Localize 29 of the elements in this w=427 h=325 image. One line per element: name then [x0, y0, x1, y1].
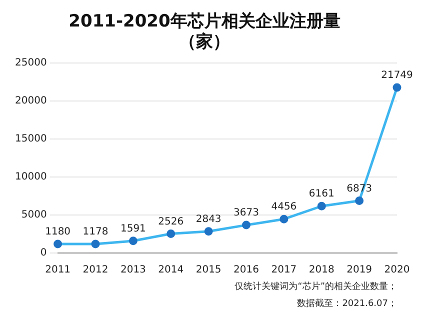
x-tick-label: 2012	[82, 264, 108, 276]
x-tick-label: 2019	[346, 264, 372, 276]
data-label: 2843	[196, 214, 222, 225]
y-tick-label: 15000	[15, 133, 47, 144]
x-tick-label: 2011	[45, 264, 71, 276]
text: 数据截至：2021.6.07；	[297, 298, 397, 309]
x-tick-label: 2015	[196, 264, 222, 276]
x-tick-label: 2013	[120, 264, 146, 276]
x-tick-label: 2020	[384, 264, 410, 276]
data-label: 6161	[308, 188, 334, 200]
data-label: 2526	[158, 216, 184, 228]
data-label: 4456	[271, 202, 297, 213]
data-label: 1591	[120, 223, 146, 234]
x-tick-label: 2016	[234, 264, 259, 276]
data-label: 21749	[381, 70, 413, 82]
x-tick-label: 2018	[308, 264, 334, 276]
data-label: 1178	[82, 226, 108, 238]
text: 仅统计关键词为“芯片”的相关企业数量；	[234, 281, 397, 292]
x-tick-label: 2014	[158, 264, 184, 276]
y-tick-label: 0	[40, 248, 47, 259]
x-tick-label: 2017	[271, 264, 297, 276]
data-label: 1180	[45, 226, 71, 238]
chart-subtitle: （家）	[179, 32, 230, 52]
y-tick-label: 25000	[15, 57, 47, 68]
y-tick-label: 10000	[15, 172, 47, 183]
chart-title: 2011-2020年芯片相关企业注册量	[68, 12, 340, 32]
y-tick-label: 5000	[21, 210, 47, 221]
y-tick-label: 20000	[15, 95, 47, 106]
data-label: 3673	[234, 208, 259, 219]
